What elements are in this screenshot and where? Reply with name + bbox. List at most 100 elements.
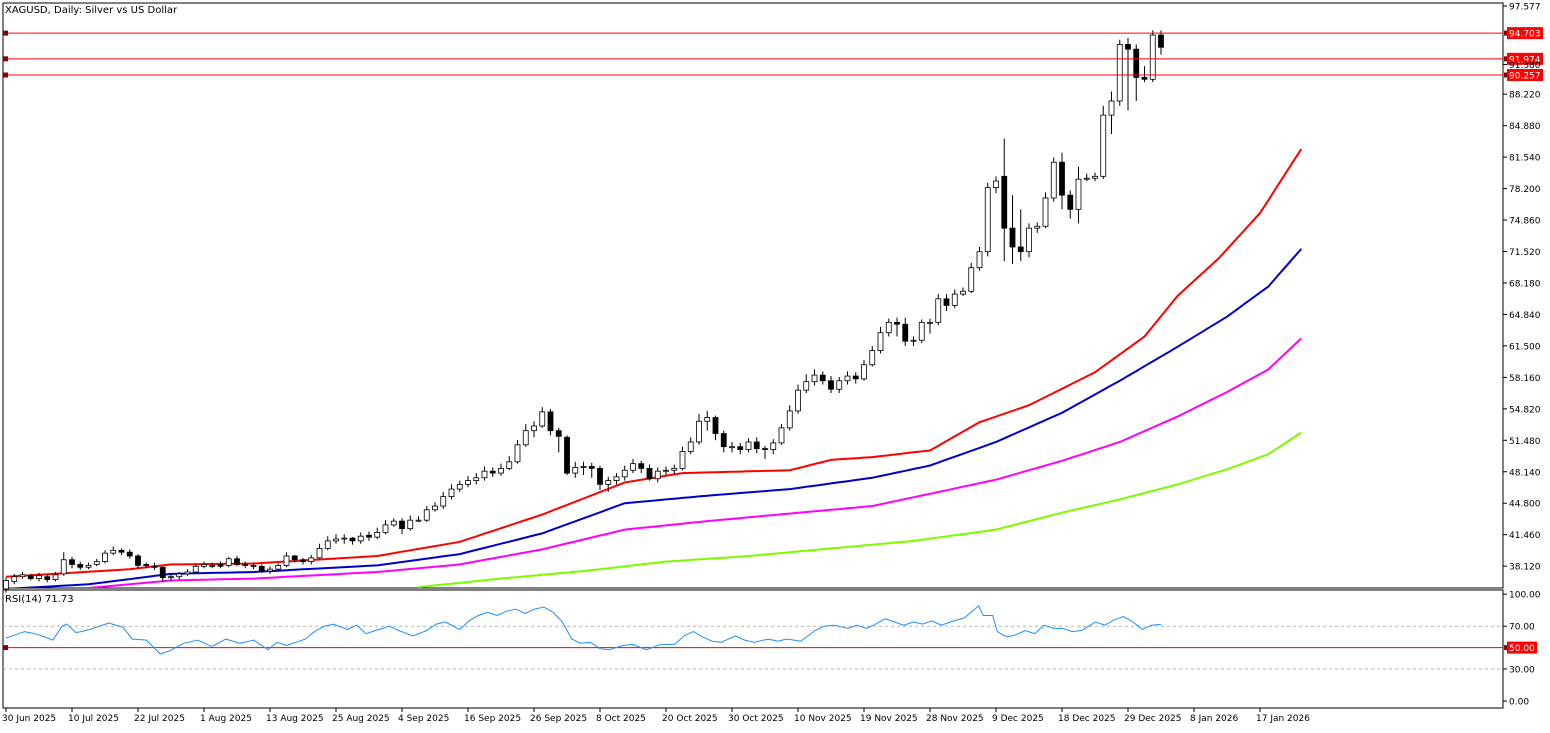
moving-average-line: [5, 248, 1303, 588]
candle-body: [522, 430, 529, 446]
candle-body: [473, 477, 480, 482]
moving-average-line: [88, 337, 1302, 588]
candle: [159, 566, 166, 583]
candle: [861, 360, 867, 381]
y-tick-label: 41.460: [1509, 531, 1541, 541]
chart-title: XAGUSD, Daily: Silver vs US Dollar: [5, 5, 178, 16]
candle: [1108, 91, 1115, 134]
candle-body: [300, 559, 306, 563]
candle-body: [209, 564, 216, 567]
candle: [869, 345, 876, 367]
candle-body: [234, 558, 240, 565]
candle: [234, 555, 240, 567]
candle-body: [77, 564, 84, 568]
candle: [993, 176, 999, 194]
candle: [976, 246, 983, 271]
candle: [786, 405, 793, 431]
candle: [1092, 172, 1098, 182]
candle-body: [110, 549, 117, 554]
candle-body: [382, 524, 389, 533]
candle-body: [984, 187, 991, 253]
y-tick-label: 44.800: [1509, 500, 1541, 510]
x-tick-label: 1 Aug 2025: [200, 714, 252, 724]
candle-body: [1050, 161, 1057, 199]
candle-body: [201, 564, 207, 567]
candle-body: [803, 381, 810, 391]
candle: [201, 561, 207, 569]
candle: [44, 574, 51, 583]
candle: [390, 518, 397, 527]
candle-body: [52, 574, 59, 580]
candle-body: [1158, 34, 1164, 48]
candle: [176, 571, 183, 580]
candle: [951, 289, 958, 309]
candle-body: [217, 564, 224, 567]
candle-body: [456, 483, 463, 490]
candle-body: [349, 537, 356, 542]
candle: [1067, 190, 1074, 219]
candle-body: [605, 480, 612, 485]
candle: [267, 566, 273, 574]
rsi-pane-frame: [2, 589, 1504, 709]
candle: [1133, 44, 1140, 101]
candle: [85, 562, 92, 570]
candle-body: [729, 446, 735, 449]
candle-body: [60, 559, 67, 575]
candle: [960, 287, 966, 296]
candle: [638, 460, 645, 474]
candle-body: [555, 430, 562, 437]
y-tick-label: 48.140: [1509, 468, 1541, 478]
candle-body: [481, 470, 488, 479]
candle: [1042, 192, 1049, 229]
candle-body: [69, 559, 75, 565]
candle: [184, 569, 191, 576]
candle-body: [1042, 197, 1049, 227]
candle: [407, 515, 414, 531]
candle-body: [514, 444, 521, 463]
candle: [572, 461, 579, 478]
candle-body: [11, 576, 18, 582]
candle: [687, 437, 694, 455]
candle-body: [1059, 161, 1065, 196]
rsi-level-marker: [3, 645, 8, 651]
x-tick-label: 10 Nov 2025: [794, 714, 852, 724]
candle: [597, 465, 603, 491]
candle-body: [1075, 178, 1082, 210]
x-tick-label: 13 Aug 2025: [266, 714, 324, 724]
candle: [745, 438, 752, 453]
candle: [498, 463, 504, 476]
candle-body: [333, 538, 339, 542]
candle: [1100, 105, 1107, 180]
candle: [102, 550, 108, 564]
candle: [19, 571, 26, 579]
candle-body: [1141, 77, 1148, 80]
price-level-marker: [3, 72, 8, 78]
candle-body: [951, 293, 958, 306]
candle-body: [646, 467, 653, 480]
main-pane-frame: [2, 2, 1504, 589]
candle: [696, 413, 702, 445]
candle-body: [547, 411, 554, 432]
candle: [885, 318, 892, 337]
candle-body: [745, 441, 752, 450]
candle-body: [135, 555, 141, 566]
candle: [844, 371, 851, 385]
candle: [935, 294, 942, 326]
y-tick-label: 61.500: [1509, 342, 1541, 352]
candle-body: [390, 520, 397, 526]
candle: [605, 476, 612, 492]
candle: [902, 317, 909, 346]
candle: [588, 462, 595, 478]
candle-body: [696, 420, 702, 443]
candle: [712, 415, 719, 441]
candle: [308, 555, 315, 565]
rsi-y-tick-label: 70.00: [1509, 623, 1535, 633]
candle: [1059, 152, 1065, 210]
candle: [1026, 223, 1032, 258]
candle: [357, 532, 364, 544]
price-level-label: 94.703: [1509, 30, 1541, 40]
candle-body: [250, 564, 257, 567]
candle-body: [613, 476, 620, 482]
candle: [209, 562, 216, 569]
